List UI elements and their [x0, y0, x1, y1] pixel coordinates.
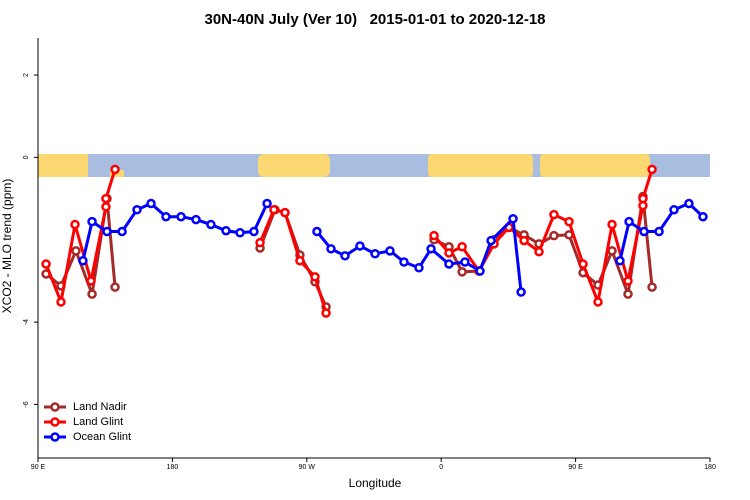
data-point [647, 164, 657, 175]
data-point [101, 202, 111, 212]
legend-label: Ocean Glint [73, 431, 131, 443]
data-point [221, 225, 231, 236]
data-point [310, 272, 320, 282]
data-point [426, 244, 436, 254]
x-tick-label: 180 [704, 464, 716, 471]
data-point [607, 246, 617, 256]
x-tick-label: 90 E [568, 464, 583, 471]
data-point [623, 289, 633, 299]
data-point [206, 219, 216, 230]
data-point [340, 251, 350, 261]
data-point [399, 257, 409, 267]
data-point [698, 211, 708, 222]
land-band [540, 154, 650, 177]
x-axis-label: Longitude [349, 476, 402, 490]
data-point [508, 214, 518, 224]
data-point [269, 204, 279, 215]
y-axis-label: XCO2 - MLO trend (ppm) [0, 179, 14, 314]
data-point [638, 193, 648, 204]
chart-title: 30N-40N July (Ver 10) 2015-01-01 to 2020… [204, 11, 545, 28]
y-tick-label: 2 [23, 73, 30, 77]
legend-marker [50, 402, 60, 412]
data-point [444, 259, 454, 269]
x-tick-label: 90 W [299, 464, 316, 471]
data-point [280, 207, 290, 218]
data-point [486, 235, 496, 246]
data-point [312, 226, 322, 237]
land-band [428, 154, 533, 177]
data-point [41, 259, 51, 269]
data-point [654, 226, 664, 237]
data-point [87, 216, 97, 227]
data-point [549, 230, 559, 241]
land-band [38, 154, 88, 177]
data-point [370, 249, 380, 259]
data-point [457, 242, 467, 252]
data-point [457, 267, 467, 277]
series-line [44, 168, 654, 314]
legend-marker [50, 417, 60, 427]
x-tick-label: 90 E [31, 464, 46, 471]
data-point [71, 246, 81, 256]
y-tick-label: -6 [23, 401, 30, 407]
data-point [460, 257, 470, 267]
data-point [615, 256, 625, 266]
data-point [684, 198, 694, 209]
data-point [70, 219, 80, 230]
x-tick-label: 180 [167, 464, 179, 471]
data-point [516, 287, 526, 297]
data-point [102, 226, 112, 237]
data-point [110, 282, 120, 292]
x-tick-label: 0 [439, 464, 443, 471]
data-point [295, 256, 305, 266]
data-point [86, 276, 96, 286]
map-strip [38, 154, 710, 177]
data-point [647, 282, 657, 292]
data-point [355, 241, 365, 251]
data-point [414, 263, 424, 273]
legend-label: Land Nadir [73, 401, 127, 413]
legend-marker [50, 432, 60, 442]
data-point [101, 193, 111, 204]
data-point [564, 216, 574, 227]
data-point [475, 266, 485, 276]
data-point [607, 219, 617, 230]
data-point [78, 256, 88, 266]
data-point [623, 276, 633, 286]
data-point [385, 246, 395, 256]
legend-label: Land Glint [73, 416, 123, 428]
land-band [258, 154, 330, 177]
data-point [519, 235, 529, 246]
data-point [255, 237, 265, 248]
data-point [321, 308, 331, 318]
data-point [326, 244, 336, 254]
data-point [176, 211, 186, 222]
data-point [262, 198, 272, 209]
data-point [191, 214, 201, 225]
data-point [624, 216, 634, 227]
data-point [56, 297, 66, 307]
data-point [235, 228, 245, 238]
data-point [669, 204, 679, 215]
data-point [146, 198, 156, 209]
data-point [110, 164, 120, 175]
y-tick-label: 0 [23, 155, 30, 159]
data-point [132, 204, 142, 215]
data-point [639, 226, 649, 237]
y-tick-label: -4 [23, 319, 30, 325]
data-point [593, 297, 603, 307]
data-point [534, 246, 544, 257]
data-point [444, 248, 454, 258]
data-point [161, 211, 171, 222]
data-point [117, 226, 127, 237]
data-point [87, 289, 97, 299]
data-point [249, 226, 259, 237]
data-point [429, 230, 439, 241]
data-point [578, 259, 588, 269]
data-point [549, 209, 559, 220]
